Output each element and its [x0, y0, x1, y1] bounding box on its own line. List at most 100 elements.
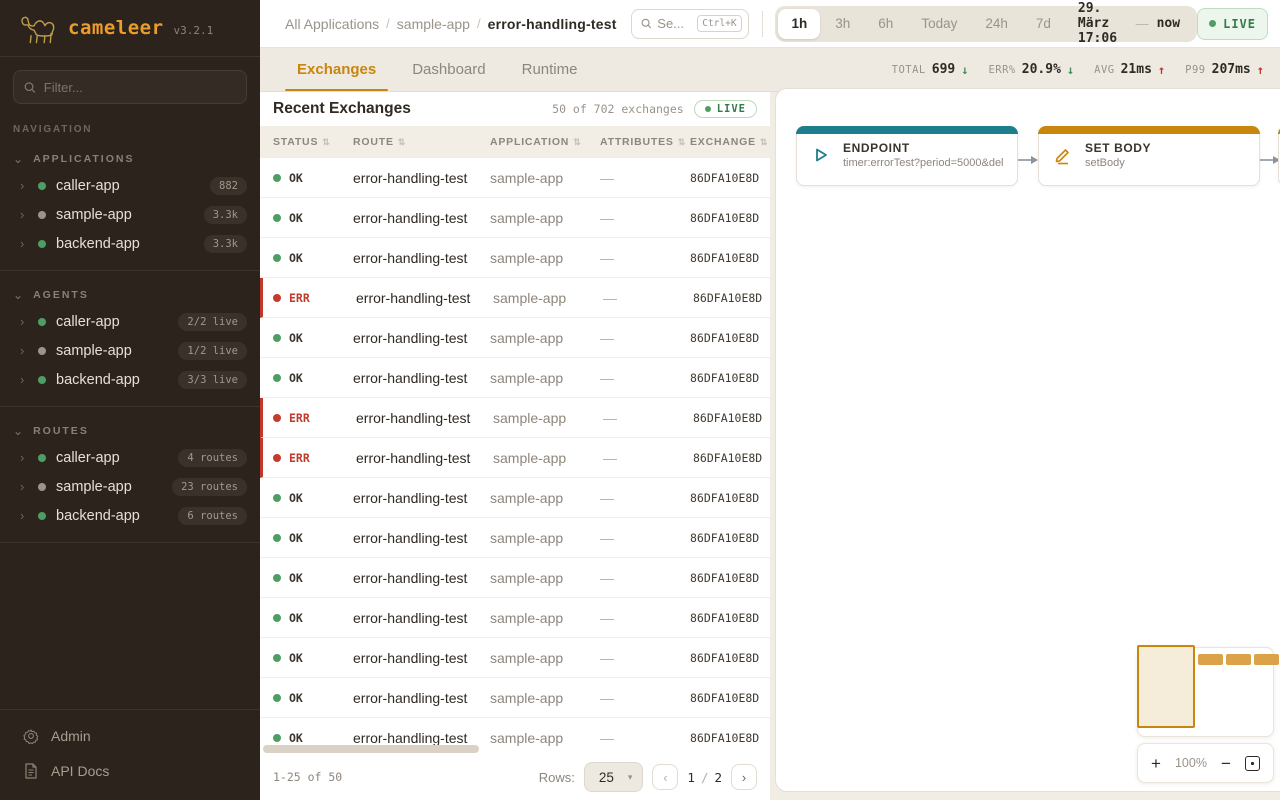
logo[interactable]: cameleer v3.2.1	[0, 0, 260, 56]
horizontal-scrollbar-thumb[interactable]	[263, 745, 479, 753]
cell-status: OK	[260, 651, 340, 665]
table-row[interactable]: OK error-handling-test sample-app — 86DFA10E…	[260, 478, 770, 518]
table-row[interactable]: OK error-handling-test sample-app — 86DFA10E…	[260, 358, 770, 398]
table-row[interactable]: OK error-handling-test sample-app — 86DFA10E…	[260, 638, 770, 678]
breadcrumb-item-all-applications[interactable]: All Applications	[285, 15, 380, 32]
sidebar-item-backend-app[interactable]: › backend-app 6 routes	[0, 501, 260, 530]
cell-exchange-id: 86DFA10E8D	[690, 730, 760, 745]
fit-view-button[interactable]	[1245, 755, 1260, 771]
footer-link-api-docs[interactable]: API Docs	[0, 753, 260, 788]
live-toggle[interactable]: LIVE	[1197, 7, 1268, 40]
column-header-exchange[interactable]: EXCHANGE ⇅	[677, 136, 770, 148]
status-text: ERR	[289, 450, 310, 465]
time-range-today[interactable]: Today	[921, 16, 958, 31]
stat-avg: AVG 21ms ↑	[1094, 62, 1165, 77]
document-icon	[22, 762, 39, 779]
cell-attributes: —	[600, 489, 614, 506]
column-header-application[interactable]: APPLICATION ⇅	[477, 136, 587, 148]
tab-dashboard[interactable]: Dashboard	[412, 61, 486, 78]
tab-runtime[interactable]: Runtime	[521, 61, 578, 78]
flow-node-endpoint[interactable]: ENDPOINT timer:errorTest?period=5000&dela	[796, 126, 1018, 186]
flow-minimap[interactable]	[1137, 645, 1279, 737]
node-color-bar	[1038, 126, 1260, 134]
breadcrumb-item-sample-app[interactable]: sample-app	[396, 15, 470, 32]
current-page: 1	[687, 769, 695, 785]
table-row[interactable]: OK error-handling-test sample-app — 86DFA10E…	[260, 678, 770, 718]
footer-link-admin[interactable]: Admin	[0, 718, 260, 753]
cell-exchange-id: 86DFA10E8D	[690, 690, 760, 705]
time-range-6h[interactable]: 6h	[878, 16, 894, 31]
status-text: OK	[289, 250, 303, 265]
cell-attributes: —	[600, 529, 614, 546]
cell-route: error-handling-test	[356, 409, 471, 426]
table-row[interactable]: ERR error-handling-test sample-app — 86DFA10…	[260, 398, 770, 438]
sidebar-item-label: caller-app	[56, 449, 120, 466]
sort-icon: ⇅	[677, 136, 687, 147]
camel-logo-icon	[21, 16, 55, 44]
status-dot	[38, 453, 46, 462]
table-row[interactable]: OK error-handling-test sample-app — 86DFA10E…	[260, 598, 770, 638]
sidebar-item-sample-app[interactable]: › sample-app 1/2 live	[0, 336, 260, 365]
sidebar-item-label: sample-app	[56, 342, 132, 359]
time-from: 29. März 17:06	[1077, 1, 1118, 46]
sidebar-item-sample-app[interactable]: › sample-app 23 routes	[0, 472, 260, 501]
flow-node-set-body[interactable]: SET BODY setBody	[1038, 126, 1260, 186]
sidebar-item-caller-app[interactable]: › caller-app 882	[0, 171, 260, 200]
filter-input[interactable]	[43, 79, 236, 95]
sidebar-item-caller-app[interactable]: › caller-app 2/2 live	[0, 307, 260, 336]
sidebar-item-label: backend-app	[56, 371, 140, 388]
table-row[interactable]: ERR error-handling-test sample-app — 86DFA10…	[260, 278, 770, 318]
status-dot	[273, 693, 281, 702]
sidebar-section-header-applications[interactable]: ⌄ APPLICATIONS	[0, 147, 260, 171]
sidebar-item-sample-app[interactable]: › sample-app 3.3k	[0, 200, 260, 229]
sidebar-section-header-agents[interactable]: ⌄ AGENTS	[0, 283, 260, 307]
node-body: SET BODY setBody	[1039, 127, 1259, 169]
sidebar-item-backend-app[interactable]: › backend-app 3/3 live	[0, 365, 260, 394]
exchanges-table-panel: Recent Exchanges 50 of 702 exchanges LIV…	[260, 92, 770, 800]
column-label: APPLICATION	[490, 136, 570, 148]
column-header-status[interactable]: STATUS ⇅	[260, 136, 340, 148]
table-body: OK error-handling-test sample-app — 86DFA10E…	[260, 158, 770, 758]
status-text: OK	[289, 730, 303, 745]
rows-per-page-select[interactable]: 25 ▾	[583, 762, 644, 792]
table-live-badge[interactable]: LIVE	[693, 100, 757, 118]
table-row[interactable]: OK error-handling-test sample-app — 86DFA10E…	[260, 518, 770, 558]
table-title: Recent Exchanges	[273, 100, 411, 117]
chevron-right-icon: ›	[20, 343, 25, 358]
column-header-attributes[interactable]: ATTRIBUTES ⇅	[587, 136, 685, 148]
live-dot	[1209, 20, 1217, 27]
column-label: STATUS	[273, 136, 319, 148]
cell-exchange-id: 86DFA10E8D	[690, 650, 760, 665]
time-range-1h[interactable]: 1h	[778, 8, 821, 39]
table-row[interactable]: OK error-handling-test sample-app — 86DFA10E…	[260, 558, 770, 598]
time-range-24h[interactable]: 24h	[985, 16, 1008, 31]
global-search[interactable]: Ctrl+K	[630, 8, 749, 39]
stat-label: P99	[1185, 63, 1206, 76]
zoom-in-button[interactable]: +	[1151, 753, 1161, 773]
table-row[interactable]: OK error-handling-test sample-app — 86DFA10E…	[260, 318, 770, 358]
table-row[interactable]: OK error-handling-test sample-app — 86DFA10E…	[260, 198, 770, 238]
tab-exchanges[interactable]: Exchanges	[283, 48, 390, 91]
sidebar-section-header-routes[interactable]: ⌄ ROUTES	[0, 419, 260, 443]
next-page-button[interactable]: ›	[731, 764, 757, 790]
cell-attributes: —	[600, 689, 614, 706]
minimap-viewport[interactable]	[1137, 645, 1195, 728]
time-range-display[interactable]: 29. März 17:06 — now	[1066, 1, 1194, 46]
sidebar: cameleer v3.2.1 NAVIGATION ⌄ APPLICATIONS…	[0, 0, 260, 800]
sidebar-item-caller-app[interactable]: › caller-app 4 routes	[0, 443, 260, 472]
table-row[interactable]: OK error-handling-test sample-app — 86DFA10E…	[260, 238, 770, 278]
zoom-out-button[interactable]: −	[1221, 753, 1231, 773]
column-header-route[interactable]: ROUTE ⇅	[340, 136, 477, 148]
time-range-3h[interactable]: 3h	[835, 16, 851, 31]
divider	[0, 270, 260, 271]
node-color-bar	[1278, 126, 1280, 134]
search-input[interactable]	[657, 16, 692, 31]
table-row[interactable]: ERR error-handling-test sample-app — 86DFA10…	[260, 438, 770, 478]
sidebar-item-backend-app[interactable]: › backend-app 3.3k	[0, 229, 260, 258]
table-row[interactable]: OK error-handling-test sample-app — 86DFA10E…	[260, 158, 770, 198]
sort-icon: ⇅	[322, 136, 331, 147]
prev-page-button[interactable]: ‹	[652, 764, 679, 790]
route-flow-canvas[interactable]: ENDPOINT timer:errorTest?period=5000&dela…	[775, 88, 1280, 792]
time-range-7d[interactable]: 7d	[1035, 16, 1051, 31]
